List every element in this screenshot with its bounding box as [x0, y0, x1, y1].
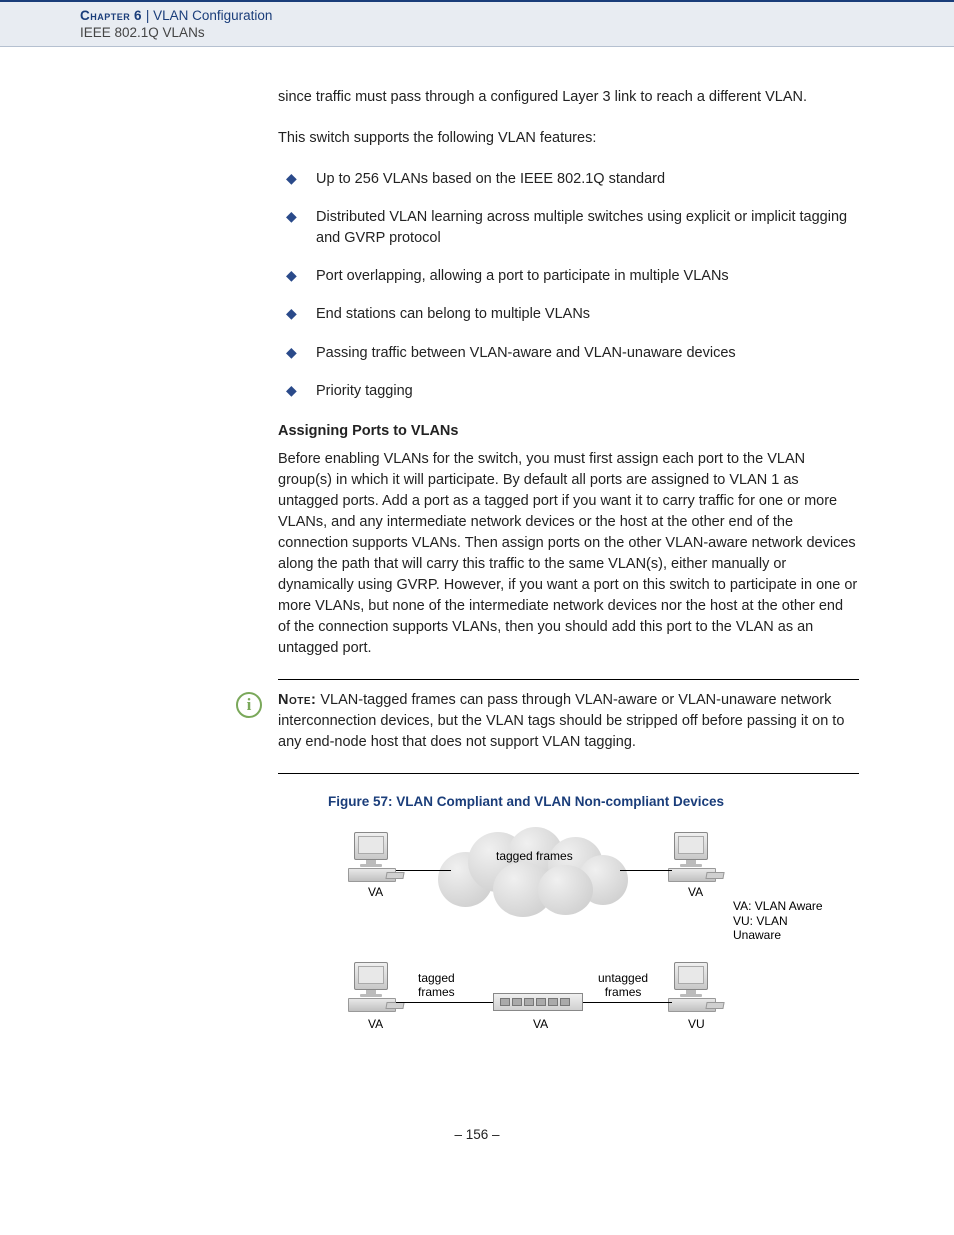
feature-list: Up to 256 VLANs based on the IEEE 802.1Q… — [278, 169, 859, 401]
label-va: VA — [368, 1017, 383, 1031]
list-item: Priority tagging — [278, 381, 859, 401]
note-label: Note: — [278, 692, 316, 708]
page-header: Chapter 6 | VLAN Configuration IEEE 802.… — [0, 0, 954, 47]
connector-line — [583, 1002, 672, 1003]
subheader: IEEE 802.1Q VLANs — [80, 25, 954, 40]
list-item: End stations can belong to multiple VLAN… — [278, 304, 859, 324]
intro-para: since traffic must pass through a config… — [278, 87, 859, 108]
rule-bottom — [278, 773, 859, 774]
page-number: – 156 – — [0, 1127, 954, 1172]
label-untagged-frames: untagged frames — [598, 971, 648, 999]
chapter-line: Chapter 6 | VLAN Configuration — [80, 8, 954, 23]
connector-line — [396, 1002, 493, 1003]
label-va: VA — [533, 1017, 548, 1031]
note-block: i Note: VLAN-tagged frames can pass thro… — [278, 690, 859, 753]
label-vu: VU — [688, 1017, 705, 1031]
chapter-word: Chapter — [80, 8, 130, 23]
info-glyph: i — [247, 695, 252, 715]
computer-icon — [348, 832, 398, 884]
section-heading: Assigning Ports to VLANs — [278, 423, 859, 439]
list-item: Port overlapping, allowing a port to par… — [278, 266, 859, 286]
label-tagged-frames: tagged frames — [418, 971, 455, 999]
chapter-num: 6 — [134, 8, 142, 23]
section-body: Before enabling VLANs for the switch, yo… — [278, 449, 859, 659]
computer-icon — [668, 832, 718, 884]
computer-icon — [348, 962, 398, 1014]
chapter-title: VLAN Configuration — [153, 8, 272, 23]
label-tagged-frames: tagged frames — [496, 849, 573, 863]
content-area: since traffic must pass through a config… — [0, 47, 954, 1057]
legend-vu: VU: VLAN Unaware — [733, 914, 838, 942]
features-lead: This switch supports the following VLAN … — [278, 128, 859, 149]
rule-top — [278, 679, 859, 680]
connector-line — [396, 870, 451, 871]
list-item: Up to 256 VLANs based on the IEEE 802.1Q… — [278, 169, 859, 189]
label-va: VA — [368, 885, 383, 899]
cloud-icon — [438, 827, 638, 917]
list-item: Distributed VLAN learning across multipl… — [278, 207, 859, 248]
note-text: Note: VLAN-tagged frames can pass throug… — [278, 690, 859, 753]
legend-va: VA: VLAN Aware — [733, 899, 823, 913]
connector-line — [620, 870, 672, 871]
label-va: VA — [688, 885, 703, 899]
figure-diagram: tagged frames VA VA VA: VLAN Aware VU: V… — [338, 827, 838, 1057]
computer-icon — [668, 962, 718, 1014]
list-item: Passing traffic between VLAN-aware and V… — [278, 343, 859, 363]
switch-icon — [493, 993, 583, 1011]
figure-caption: Figure 57: VLAN Compliant and VLAN Non-c… — [328, 794, 859, 809]
note-body: VLAN-tagged frames can pass through VLAN… — [278, 692, 844, 750]
chapter-sep: | — [146, 8, 153, 23]
info-icon: i — [236, 692, 262, 718]
